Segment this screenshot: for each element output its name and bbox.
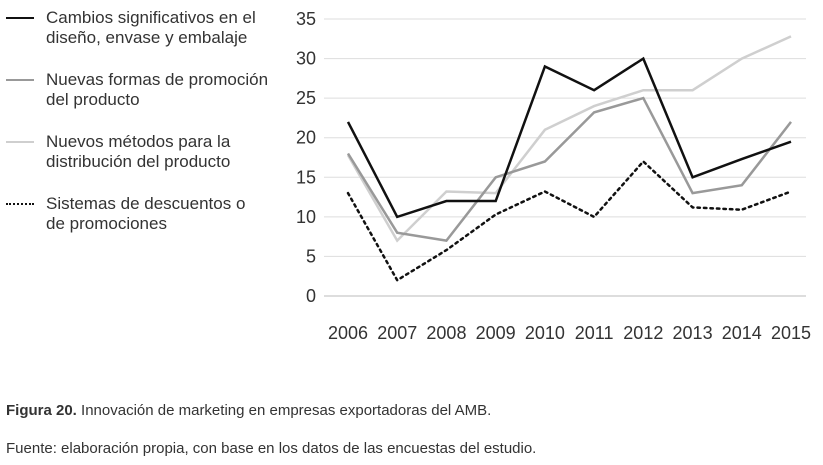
x-tick-label-2013: 2013: [673, 323, 713, 343]
y-axis-ticks: 0 5 10 15 20 25 30 35: [296, 9, 316, 306]
series-line-1: [346, 96, 792, 242]
series-line-3: [346, 159, 793, 282]
y-tick-label-10: 10: [296, 207, 316, 227]
y-tick-label-0: 0: [306, 286, 316, 306]
x-tick-label-2010: 2010: [525, 323, 565, 343]
legend-label-promotion-line2: del producto: [46, 90, 140, 109]
x-tick-label-2008: 2008: [426, 323, 466, 343]
series-line-0: [346, 56, 792, 219]
y-tick-label-5: 5: [306, 246, 316, 266]
y-tick-label-25: 25: [296, 88, 316, 108]
figure-label: Figura 20.: [6, 402, 77, 419]
x-tick-label-2015: 2015: [771, 323, 811, 343]
legend-label-distribution: Nuevos métodos para la distribución del …: [46, 132, 286, 172]
figure-caption: Figura 20. Innovación de marketing en em…: [6, 402, 491, 419]
x-tick-label-2006: 2006: [328, 323, 368, 343]
legend-label-promotion: Nuevas formas de promoción del producto: [46, 70, 286, 110]
y-tick-label-20: 20: [296, 128, 316, 148]
legend-label-design-line1: Cambios significativos en el: [46, 8, 256, 27]
x-tick-label-2012: 2012: [623, 323, 663, 343]
legend-label-distribution-line1: Nuevos métodos para la: [46, 132, 231, 151]
legend-item-design: Cambios significativos en el diseño, env…: [0, 8, 300, 70]
legend-label-discounts: Sistemas de descuentos o de promociones: [46, 194, 286, 234]
x-tick-label-2014: 2014: [722, 323, 762, 343]
legend-label-distribution-line2: distribución del producto: [46, 152, 231, 171]
series-line-2: [346, 35, 792, 243]
legend-item-promotion: Nuevas formas de promoción del producto: [0, 70, 300, 132]
legend-label-design-line2: diseño, envase y embalaje: [46, 28, 248, 47]
x-tick-label-2011: 2011: [575, 323, 614, 343]
legend-swatch-promotion: [6, 79, 34, 81]
legend-item-discounts: Sistemas de descuentos o de promociones: [0, 194, 300, 256]
y-tick-label-15: 15: [296, 167, 316, 187]
legend-item-distribution: Nuevos métodos para la distribución del …: [0, 132, 300, 194]
legend-swatch-design: [6, 17, 34, 19]
series-lines: [346, 35, 793, 282]
y-tick-label-30: 30: [296, 49, 316, 69]
legend-label-discounts-line1: Sistemas de descuentos o: [46, 194, 246, 213]
legend: Cambios significativos en el diseño, env…: [0, 8, 300, 256]
legend-swatch-distribution: [6, 141, 34, 143]
x-tick-label-2007: 2007: [377, 323, 417, 343]
legend-label-design: Cambios significativos en el diseño, env…: [46, 8, 286, 48]
x-tick-label-2009: 2009: [476, 323, 516, 343]
x-axis-ticks: 2006 2007 2008 2009 2010 2011 2012 2013 2014 2015: [328, 323, 811, 343]
legend-label-promotion-line1: Nuevas formas de promoción: [46, 70, 269, 89]
figure-source: Fuente: elaboración propia, con base en …: [6, 440, 537, 457]
legend-swatch-discounts: [6, 203, 34, 205]
gridlines: [324, 18, 806, 297]
y-tick-label-35: 35: [296, 9, 316, 29]
legend-label-discounts-line2: de promociones: [46, 214, 167, 233]
figure-title: Innovación de marketing en empresas expo…: [81, 402, 492, 419]
